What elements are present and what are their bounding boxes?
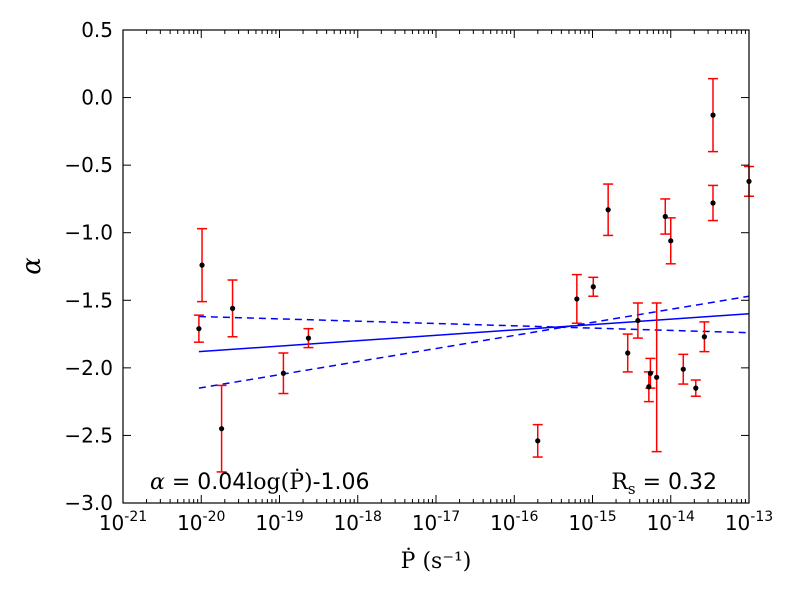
x-tick-exponent: -17 xyxy=(437,509,460,525)
x-tick-exponent: -21 xyxy=(124,509,147,525)
x-tick-label: 10-14 xyxy=(647,509,695,535)
x-tick-exponent: -13 xyxy=(750,509,773,525)
x-tick-base: 10 xyxy=(99,511,124,535)
x-tick-exponent: -20 xyxy=(203,509,226,525)
x-tick-label: 10-18 xyxy=(334,509,382,535)
data-point xyxy=(680,366,686,372)
axis-ticks xyxy=(122,29,750,504)
plot-frame xyxy=(122,29,750,504)
x-tick-base: 10 xyxy=(725,511,750,535)
y-axis-label: α xyxy=(17,257,47,275)
data-point xyxy=(710,200,716,206)
x-tick-label: 10-15 xyxy=(568,509,616,535)
x-tick-base: 10 xyxy=(647,511,672,535)
x-tick-base: 10 xyxy=(255,511,280,535)
x-tick-base: 10 xyxy=(334,511,359,535)
fit-equation-coef: 0.04 xyxy=(197,470,246,495)
x-tick-base: 10 xyxy=(490,511,515,535)
correlation-label: Rs = 0.32 xyxy=(611,470,717,498)
y-tick-label: −2.5 xyxy=(64,423,113,447)
correlation-r: R xyxy=(611,470,629,495)
y-tick-labels: 0.5 0.0 −0.5 −1.0 −1.5 −2.0 −2.5 −3.0 xyxy=(64,18,113,515)
x-tick-exponent: -15 xyxy=(594,509,617,525)
data-point xyxy=(647,370,654,376)
data-point xyxy=(654,374,660,380)
data-point xyxy=(693,385,699,391)
y-tick-label: −3.0 xyxy=(64,491,113,515)
data-point xyxy=(535,438,541,444)
data-point xyxy=(710,112,716,118)
fit-line xyxy=(198,313,750,353)
data-point xyxy=(605,207,611,213)
x-tick-label: 10-20 xyxy=(177,509,225,535)
x-tick-label: 10-17 xyxy=(412,509,460,535)
fit-equation-rest: -1.06 xyxy=(313,470,370,495)
fit-equation-equals: = xyxy=(165,470,197,495)
x-tick-base: 10 xyxy=(568,511,593,535)
fit-line-group xyxy=(198,313,750,353)
error-bars xyxy=(193,77,754,473)
data-point xyxy=(280,370,287,376)
data-point xyxy=(574,296,580,302)
data-point xyxy=(590,284,596,290)
x-tick-label: 10-13 xyxy=(725,509,773,535)
y-tick-label: −0.5 xyxy=(64,153,113,177)
data-points xyxy=(196,112,752,444)
correlation-equals: = xyxy=(636,470,668,495)
y-tick-label: 0.0 xyxy=(81,86,113,110)
correlation-value: 0.32 xyxy=(668,470,717,495)
x-tick-labels: 10-21 10-20 10-19 10-18 10-17 10-16 10-15 10-14… xyxy=(99,509,773,535)
data-point xyxy=(635,317,641,324)
x-axis-label: Ṗ (s⁻¹) xyxy=(401,547,472,574)
data-point xyxy=(662,213,668,220)
y-tick-label: −2.0 xyxy=(64,356,113,380)
x-tick-label: 10-21 xyxy=(99,509,147,535)
x-tick-exponent: -16 xyxy=(516,509,539,525)
x-tick-exponent: -18 xyxy=(359,509,382,525)
fit-equation: α = 0.04log(Ṗ)-1.06 xyxy=(150,468,370,495)
data-point xyxy=(199,262,205,268)
data-point xyxy=(701,334,707,340)
fit-equation-log: log(Ṗ) xyxy=(246,468,312,495)
x-tick-base: 10 xyxy=(177,511,202,535)
data-point xyxy=(229,305,236,311)
y-tick-label: 0.5 xyxy=(81,18,113,42)
data-point xyxy=(305,335,312,341)
x-tick-base: 10 xyxy=(412,511,437,535)
data-point xyxy=(625,350,631,356)
x-tick-exponent: -19 xyxy=(281,509,304,525)
data-point xyxy=(196,326,202,332)
y-tick-label: −1.5 xyxy=(64,288,113,312)
fit-equation-alpha: α xyxy=(150,470,165,495)
x-tick-label: 10-19 xyxy=(255,509,303,535)
x-tick-label: 10-16 xyxy=(490,509,538,535)
x-tick-exponent: -14 xyxy=(672,509,695,525)
data-point xyxy=(218,426,225,432)
band-upper-line xyxy=(198,295,750,389)
data-point xyxy=(668,238,674,244)
data-point xyxy=(646,384,652,390)
y-tick-label: −1.0 xyxy=(64,221,113,245)
correlation-sub: s xyxy=(628,480,636,498)
